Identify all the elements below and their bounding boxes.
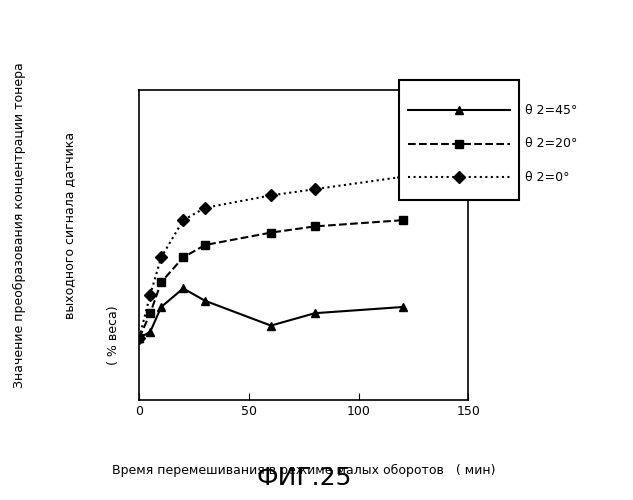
Text: θ 2=45°: θ 2=45°	[525, 104, 578, 117]
Text: ( % веса): ( % веса)	[108, 305, 120, 365]
Text: ФИГ.25: ФИГ.25	[256, 466, 351, 490]
Text: θ 2=0°: θ 2=0°	[525, 170, 570, 183]
Text: выходного сигнала датчика: выходного сигнала датчика	[63, 132, 76, 318]
Text: Время перемешивания в режиме малых оборотов   ( мин): Время перемешивания в режиме малых оборо…	[112, 464, 496, 476]
Text: Значение преобразования концентрации тонера: Значение преобразования концентрации тон…	[13, 62, 25, 388]
Text: θ 2=20°: θ 2=20°	[525, 137, 578, 150]
